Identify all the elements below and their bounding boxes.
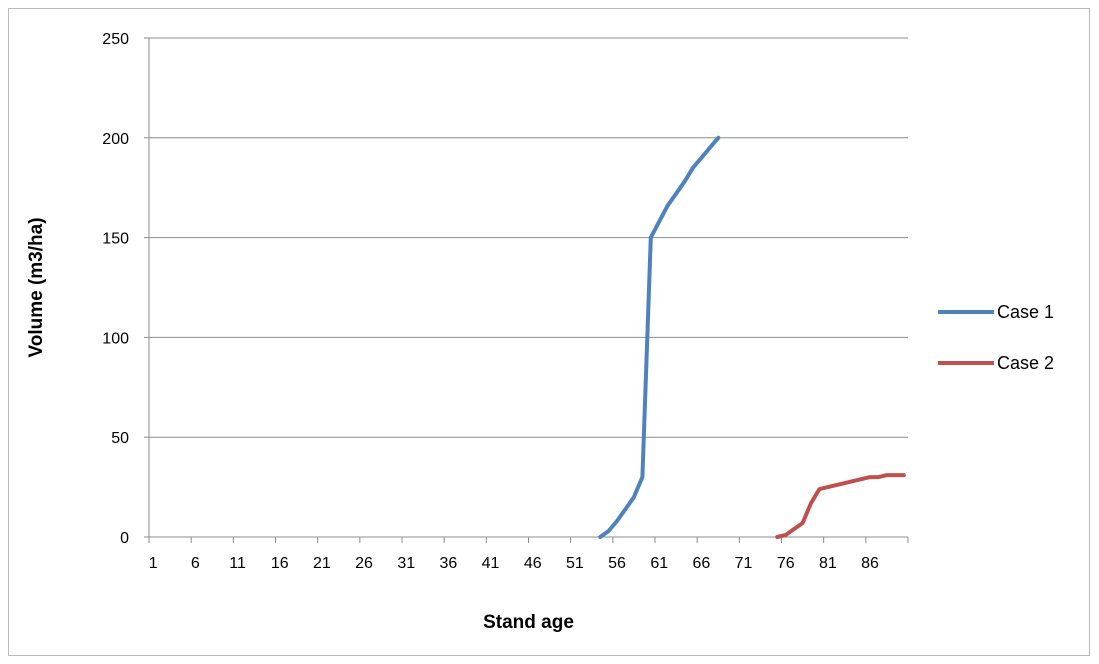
series-line-case-2 [775, 473, 906, 539]
chart-area [8, 8, 1090, 656]
x-axis-title: Stand age [483, 612, 574, 633]
x-tick-label: 21 [313, 555, 331, 572]
y-axis-title: Volume (m3/ha) [26, 217, 47, 357]
x-tick-label: 71 [735, 555, 753, 572]
legend-label: Case 2 [997, 353, 1054, 373]
x-tick-label: 56 [608, 555, 626, 572]
x-tick-label: 16 [271, 555, 289, 572]
y-tick-label: 200 [102, 131, 129, 148]
gridlines [149, 37, 908, 438]
x-tick-label: 26 [355, 555, 373, 572]
x-tick-label: 36 [439, 555, 457, 572]
x-tick-label: 86 [861, 555, 879, 572]
y-tick-label: 250 [102, 31, 129, 48]
x-axis: 1 6 11 16 21 26 31 36 41 46 51 56 61 66 71 76 81 86 [148, 536, 909, 572]
x-tick-label: 76 [777, 555, 795, 572]
y-tick-label: 100 [102, 330, 129, 347]
x-tick-label: 81 [819, 555, 837, 572]
x-tick-label: 11 [229, 555, 246, 572]
x-tick-label: 1 [149, 555, 158, 572]
x-tick-label: 51 [566, 555, 584, 572]
legend-label: Case 1 [997, 302, 1054, 322]
x-tick-label: 41 [482, 555, 500, 572]
y-tick-label: 50 [111, 430, 129, 447]
legend: Case 1 Case 2 [938, 302, 1054, 373]
x-tick-label: 66 [692, 555, 710, 572]
x-tick-label: 61 [650, 555, 668, 572]
y-axis: 0 50 100 150 200 250 [102, 31, 150, 547]
x-tick-label: 31 [397, 555, 415, 572]
series-line-case-1 [598, 135, 721, 539]
x-tick-label: 46 [524, 555, 542, 572]
plot-lines [598, 135, 906, 539]
y-tick-label: 0 [120, 530, 129, 547]
x-tick-label: 6 [191, 555, 200, 572]
y-tick-label: 150 [102, 231, 129, 248]
